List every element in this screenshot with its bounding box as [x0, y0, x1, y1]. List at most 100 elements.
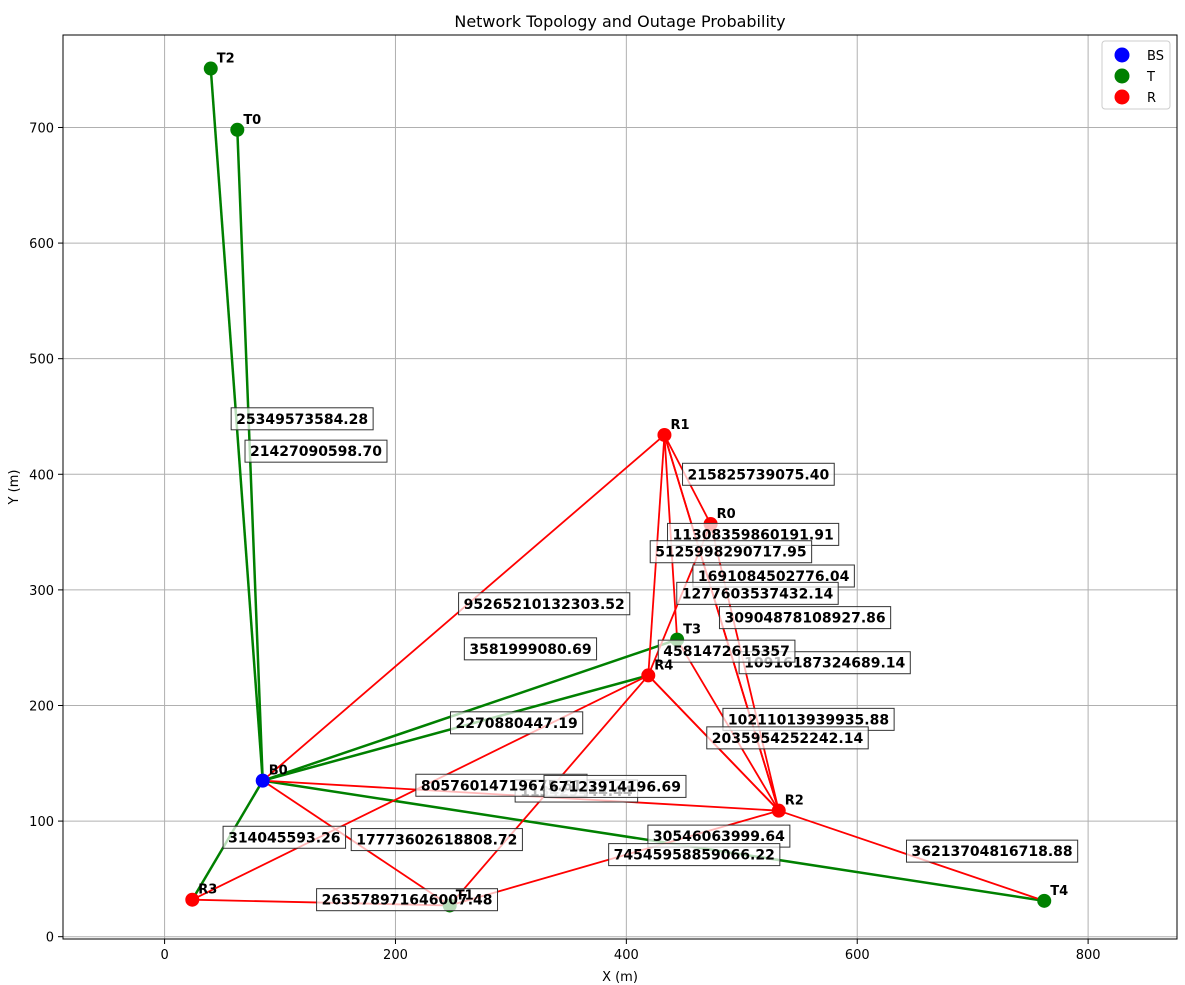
edge-label-box	[543, 774, 687, 798]
edge-label-R1-R2: 10211013939935.88	[722, 707, 895, 731]
edge-label-text: 36213704816718.88	[911, 844, 1072, 860]
y-tick-label: 300	[29, 584, 54, 599]
y-axis-label: Y (m)	[7, 470, 22, 506]
node-labels-layer: B0 T0 T1 T2 T3 T4 R0 R1 R2 R3 R4	[198, 52, 1068, 904]
y-tick-label: 0	[46, 931, 54, 946]
edge-label-text: 2270880447.19	[455, 716, 577, 732]
edge-label-text: 21427090598.70	[250, 444, 382, 460]
node-R2	[771, 803, 786, 818]
legend-label-T: T	[1146, 70, 1155, 85]
x-axis-label: X (m)	[602, 970, 638, 985]
node-label-R2: R2	[785, 794, 804, 809]
edge-label-box	[316, 888, 499, 912]
axis-ticks: 0 200 400 600 800 0 100 200 300 400 500 600 700	[29, 121, 1100, 963]
edge-label-text: 3581999080.69	[469, 642, 591, 658]
edge-label-box	[449, 711, 584, 735]
legend-label-BS: BS	[1147, 49, 1164, 64]
x-tick-label: 0	[160, 948, 168, 963]
chart-title: Network Topology and Outage Probability	[454, 12, 785, 31]
y-tick-label: 600	[29, 237, 54, 252]
edge-label-text: 314045593.26	[228, 830, 340, 846]
node-label-T0: T0	[243, 113, 261, 128]
edge-label-B0-T2: 25349573584.28	[230, 407, 374, 431]
legend: BS TR	[1101, 40, 1171, 110]
edge-label-text: 1691084502776.04	[698, 569, 850, 585]
edge-label-text: 30546063999.64	[653, 829, 785, 845]
edge-B0-T3	[262, 638, 678, 782]
node-T4	[1037, 893, 1052, 908]
edge-label-box	[676, 581, 839, 605]
node-R1	[657, 427, 672, 442]
node-label-R3: R3	[198, 883, 217, 898]
edge-label-R3-T1: 263578971646007.48	[316, 888, 499, 912]
edge-label-box	[706, 726, 869, 750]
edge-label-box	[682, 462, 835, 486]
node-label-T2: T2	[217, 52, 235, 67]
edge-label-text: 10211013939935.88	[728, 712, 889, 728]
y-tick-label: 400	[29, 468, 54, 483]
edge-label-text: 80576014719675.61	[421, 778, 582, 794]
legend-marker-T	[1114, 68, 1130, 84]
y-tick-label: 200	[29, 699, 54, 714]
node-label-R0: R0	[717, 507, 736, 522]
edge-label-T1-R4: 67123914196.69	[543, 774, 687, 798]
grid-lines	[63, 35, 1177, 939]
edge-label-text: 215825739075.40	[688, 467, 830, 483]
edge-label-text: 17773602618808.72	[356, 833, 517, 849]
node-R4	[641, 668, 656, 683]
edge-label-box	[230, 407, 374, 431]
edge-labels-layer: 25349573584.28 21427090598.70 3581999080.6…	[222, 407, 1079, 912]
edge-label-text: 67123914196.69	[549, 779, 681, 795]
edge-label-R0-R4: 1277603537432.14	[676, 581, 839, 605]
edge-label-R0-R2: 30904878108927.86	[718, 606, 892, 630]
edge-label-B0-R4: 2270880447.19	[449, 711, 584, 735]
edge-label-box	[649, 540, 813, 564]
edge-label-B0-T3: 3581999080.69	[463, 637, 598, 661]
edge-label-box	[657, 639, 796, 663]
edge-label-text: 74545958859066.22	[614, 848, 775, 864]
edge-label-text: 95265210132303.52	[464, 597, 625, 613]
legend-label-R: R	[1147, 91, 1156, 106]
edge-label-B0-T0: 21427090598.70	[244, 439, 388, 463]
legend-marker-R	[1114, 89, 1130, 105]
node-R3	[185, 892, 200, 907]
edge-label-text: 11308359860191.91	[673, 527, 834, 543]
edge-label-B0-R3: 314045593.26	[222, 825, 347, 849]
node-T0	[230, 122, 245, 137]
edge-label-box	[350, 828, 523, 852]
edge-label-T1-R2: 74545958859066.22	[608, 843, 781, 867]
x-tick-label: 400	[614, 948, 639, 963]
edge-label-text: 5125998290717.95	[655, 545, 806, 561]
edge-label-box	[222, 825, 347, 849]
edge-label-R1-T3: 1691084502776.04	[692, 564, 855, 588]
node-T2	[203, 61, 218, 76]
edge-label-box	[608, 843, 781, 867]
y-tick-label: 100	[29, 815, 54, 830]
edge-label-R4-R2: 4581472615357	[657, 639, 796, 663]
y-tick-label: 500	[29, 353, 54, 368]
edge-label-R1-R2: 5125998290717.95	[649, 540, 813, 564]
edge-label-R1-R4: 11308359860191.91	[667, 522, 840, 546]
edge-label-R4-R2: 2035954252242.14	[706, 726, 869, 750]
edge-label-B0-T1: 17773602618808.72	[350, 828, 523, 852]
node-label-B0: B0	[269, 764, 288, 779]
node-label-T3: T3	[683, 623, 701, 638]
x-tick-label: 600	[845, 948, 870, 963]
x-tick-label: 800	[1076, 948, 1101, 963]
node-label-R1: R1	[670, 418, 689, 433]
edge-label-box	[718, 606, 892, 630]
edge-label-text: 2035954252242.14	[712, 731, 864, 747]
y-tick-label: 700	[29, 121, 54, 136]
edge-label-R2-T4: 36213704816718.88	[905, 839, 1079, 863]
x-tick-label: 200	[383, 948, 408, 963]
edge-label-text: 1277603537432.14	[682, 586, 834, 602]
edge-label-text: 25349573584.28	[236, 412, 368, 428]
edge-label-text: 30904878108927.86	[724, 611, 885, 627]
node-B0	[255, 773, 270, 788]
node-label-T1: T1	[456, 888, 474, 903]
edge-label-box	[905, 839, 1079, 863]
plot-frame	[62, 34, 1178, 940]
node-label-R4: R4	[654, 658, 673, 673]
edge-label-box	[458, 592, 631, 616]
